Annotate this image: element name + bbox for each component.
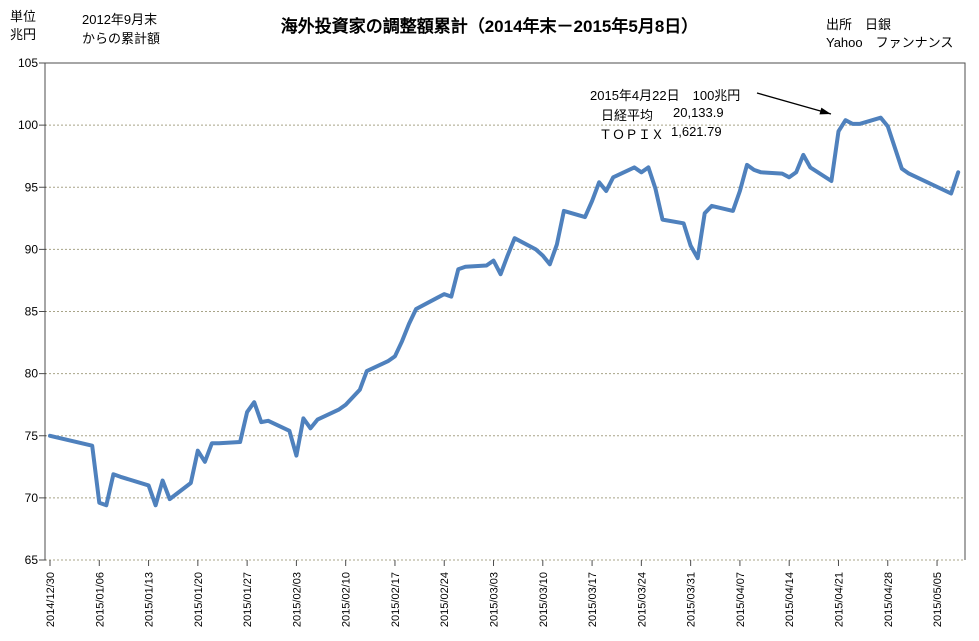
- x-tick-label: 2015/03/24: [636, 572, 648, 627]
- y-tick-label: 105: [18, 56, 38, 70]
- annotation-topix-label: ＴＯＰＩＸ: [599, 127, 665, 142]
- y-tick-label: 100: [18, 118, 38, 132]
- y-tick-label: 75: [25, 429, 39, 443]
- x-tick-label: 2015/03/03: [489, 572, 501, 627]
- y-tick-label: 95: [25, 180, 39, 194]
- axis-unit-label: 単位 兆円: [10, 8, 36, 44]
- annotation-nikkei-label: 日経平均: [601, 108, 654, 123]
- x-tick-label: 2014/12/30: [45, 572, 57, 627]
- y-tick-label: 85: [25, 305, 39, 319]
- baseline-note-line2: からの累計額: [82, 31, 161, 46]
- x-tick-label: 2015/01/06: [94, 572, 106, 627]
- annotation-topix: ＴＯＰＩＸ 1,621.79: [599, 124, 722, 143]
- annotation-nikkei-value: 20,133.9: [673, 105, 724, 120]
- x-tick-label: 2015/04/14: [784, 572, 796, 627]
- y-tick-label: 70: [25, 491, 39, 505]
- annotation-arrowhead: [819, 107, 831, 115]
- y-tick-label: 80: [25, 367, 39, 381]
- x-tick-label: 2015/01/27: [242, 572, 254, 627]
- x-tick-label: 2015/02/10: [341, 572, 353, 627]
- x-tick-label: 2015/03/17: [587, 572, 599, 627]
- annotation-topix-value: 1,621.79: [671, 124, 722, 139]
- x-tick-label: 2015/04/28: [883, 572, 895, 627]
- y-tick-label: 90: [25, 242, 39, 256]
- x-tick-label: 2015/01/20: [193, 572, 205, 627]
- x-tick-label: 2015/01/13: [144, 572, 156, 627]
- baseline-note-line1: 2012年9月末: [82, 12, 158, 27]
- source-note-line2: Yahoo ファンナンス: [826, 35, 954, 50]
- series-line: [48, 115, 961, 508]
- x-tick-label: 2015/05/05: [932, 572, 944, 627]
- source-note-line1: 出所 日銀: [826, 17, 892, 32]
- unit-label-line2: 兆円: [10, 27, 37, 42]
- source-note: 出所 日銀 Yahoo ファンナンス: [826, 16, 953, 52]
- annotation-nikkei: 日経平均 20,133.9: [601, 105, 724, 124]
- chart-title: 海外投資家の調整額累計（2014年末－2015年5月8日）: [280, 17, 699, 36]
- y-tick-label: 65: [25, 553, 39, 567]
- x-tick-label: 2015/03/31: [686, 572, 698, 627]
- annotation-date: 2015年4月22日 100兆円: [590, 88, 741, 103]
- x-tick-label: 2015/04/07: [735, 572, 747, 627]
- unit-label-line1: 単位: [10, 9, 37, 24]
- baseline-note: 2012年9月末 からの累計額: [82, 10, 160, 48]
- x-tick-label: 2015/02/17: [390, 572, 402, 627]
- x-tick-label: 2015/04/21: [833, 572, 845, 627]
- x-tick-label: 2015/02/03: [291, 572, 303, 627]
- annotation-arrow: [756, 92, 832, 115]
- x-tick-label: 2015/03/10: [538, 572, 550, 627]
- x-tick-label: 2015/02/24: [439, 572, 451, 627]
